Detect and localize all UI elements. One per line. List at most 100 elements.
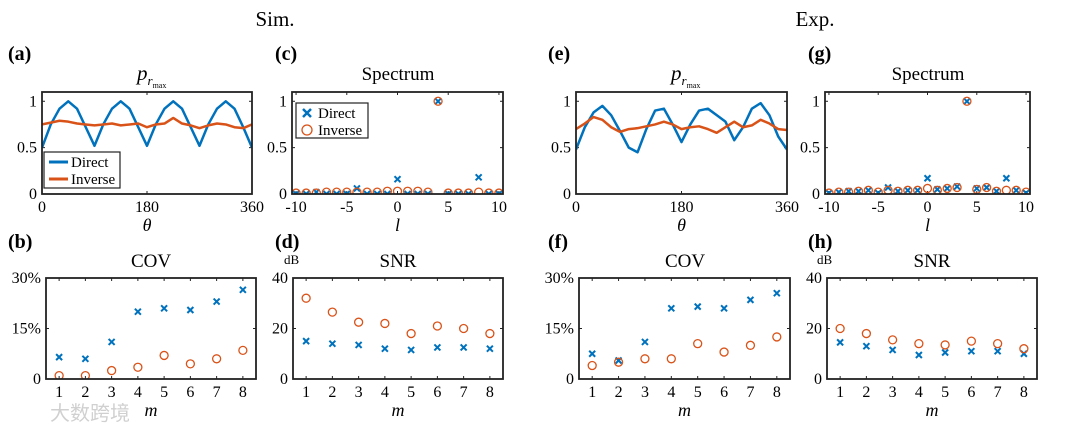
marker-inverse [853, 186, 864, 194]
marker-inverse [940, 340, 950, 350]
marker-inverse [342, 187, 352, 194]
y-tick-label: 30% [545, 270, 574, 287]
marker-direct [486, 344, 494, 353]
marker-inverse [453, 188, 464, 194]
marker-direct [941, 348, 949, 357]
marker-direct [464, 190, 473, 194]
y-tick-label: 1 [563, 93, 571, 110]
marker-inverse [406, 328, 416, 339]
marker-inverse [484, 188, 494, 194]
panel-label: (c) [275, 43, 297, 65]
marker-inverse [887, 335, 898, 345]
marker-direct [381, 344, 389, 353]
marker-direct [134, 307, 142, 316]
legend-entry-direct: Direct [71, 155, 109, 171]
panel-h: (h) SNR dB 1 2 3 4 5 6 7 8 0 20 40 m [806, 231, 1038, 420]
axes-box [826, 277, 1038, 380]
marker-inverse [942, 183, 952, 194]
marker-inverse [835, 323, 845, 334]
marker-inverse [54, 370, 64, 379]
y-tick-label: 0 [33, 371, 41, 388]
marker-inverse [311, 188, 321, 194]
marker-inverse [861, 328, 872, 339]
panel-label: (a) [8, 43, 31, 65]
marker-direct [874, 189, 882, 194]
marker-direct [239, 286, 247, 294]
marker-inverse [693, 338, 703, 349]
x-tick-label: 0 [38, 199, 46, 216]
marker-direct [403, 190, 412, 194]
marker-inverse [485, 328, 495, 339]
marker-inverse [834, 187, 844, 194]
x-tick-label: 3 [641, 384, 649, 401]
marker-direct [212, 297, 221, 306]
marker-inverse [772, 332, 782, 342]
marker-direct [393, 175, 402, 183]
marker-inverse [106, 365, 117, 376]
marker-inverse [844, 187, 854, 194]
marker-inverse [432, 321, 443, 331]
panel-b: (b) COV 1 2 3 4 5 6 7 8 0 15% 30% m [8, 231, 257, 420]
y-tick-label: 0 [280, 371, 288, 388]
marker-inverse [238, 345, 248, 356]
x-tick-label: 7 [213, 384, 221, 401]
marker-direct [424, 190, 432, 194]
marker-inverse [640, 354, 650, 364]
x-tick-label: 2 [328, 384, 336, 401]
marker-inverse [80, 370, 91, 379]
marker-direct [943, 184, 951, 193]
marker-inverse [1001, 185, 1011, 194]
x-tick-label: 7 [994, 384, 1002, 401]
x-tick-label: 7 [746, 384, 754, 401]
marker-direct [107, 338, 116, 346]
marker-direct [967, 347, 976, 355]
y-tick-label: 0.5 [17, 140, 37, 157]
axes-box [824, 91, 1031, 195]
x-tick-label: 5 [973, 199, 981, 216]
x-tick-label: 3 [355, 384, 363, 401]
x-tick-label: 6 [967, 384, 975, 401]
marker-direct [923, 174, 932, 182]
marker-direct [302, 190, 310, 194]
marker-inverse [185, 359, 196, 369]
marker-direct [383, 190, 392, 194]
panel-g: (g) Spectrum -10 -5 0 5 10 0 0.5 1 l [800, 43, 1034, 235]
x-tick-label: 5 [941, 384, 949, 401]
marker-direct [720, 304, 728, 313]
x-tick-label: 0 [572, 199, 580, 216]
marker-inverse [1019, 344, 1029, 354]
legend-marker-direct [302, 108, 312, 118]
marker-inverse [903, 185, 913, 194]
header-sim: Sim. [255, 7, 294, 31]
marker-inverse [914, 338, 924, 349]
title-subsub: max [687, 81, 701, 90]
marker-inverse [922, 183, 933, 194]
x-tick-label: 4 [134, 384, 142, 401]
title-main: p [669, 61, 682, 85]
marker-inverse [745, 340, 756, 350]
marker-direct [332, 190, 341, 194]
panel-label: (b) [8, 231, 32, 253]
marker-inverse [932, 185, 943, 194]
panel-f: (f) COV 1 2 3 4 5 6 7 8 0 15% 30% m [545, 231, 791, 420]
y-tick-label: 0 [814, 371, 822, 388]
y-tick-label: 40 [272, 270, 288, 287]
panel-title: prmax [135, 61, 166, 90]
y-tick-label: 0 [812, 186, 820, 203]
marker-direct [302, 337, 310, 345]
y-tick-label: 0 [29, 186, 37, 203]
plot-area [301, 293, 495, 354]
y-tick-label: 0.5 [551, 140, 571, 157]
marker-inverse [873, 187, 883, 194]
panel-label: (d) [275, 231, 299, 253]
marker-direct [884, 183, 892, 192]
y-tick-label: 1 [279, 93, 287, 110]
marker-inverse [992, 338, 1003, 349]
legend-entry-inverse: Inverse [71, 172, 115, 188]
panel-e: (e) prmax 0 180 360 0 0.5 1 θ [548, 43, 799, 235]
panel-title: Spectrum [892, 64, 965, 85]
marker-direct [864, 186, 873, 194]
